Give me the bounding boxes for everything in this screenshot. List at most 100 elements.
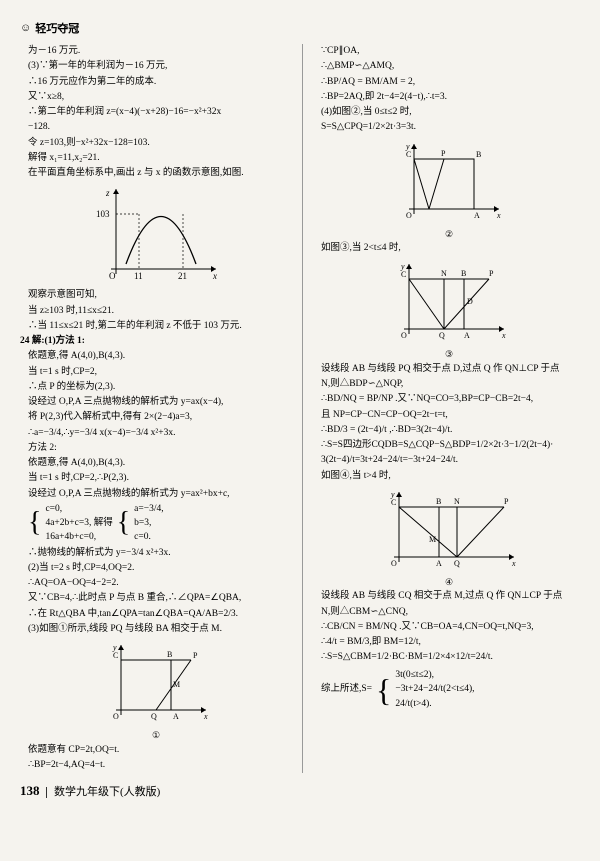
text-line: ∴抛物线的解析式为 y=−3/4 x²+3x. <box>20 546 292 560</box>
text-line: 依题意有 CP=2t,OQ=t. <box>20 743 292 757</box>
svg-text:M: M <box>173 680 180 689</box>
text-line: ∴CB/CN = BM/NQ .又∵CB=OA=4,CN=OQ=t,NQ=3, <box>313 620 585 634</box>
text-line: 如图③,当 2<t≤4 时, <box>313 241 585 255</box>
left-column: 为－16 万元. (3)∵第一年的年利润为－16 万元, ∴16 万元应作为第二… <box>20 44 292 773</box>
text-line: ∴S=S四边形CQDB=S△CQP−S△BDP=1/2×2t·3−1/2(2t−… <box>313 438 585 452</box>
svg-text:O: O <box>406 211 412 220</box>
svg-text:y: y <box>390 490 395 499</box>
svg-text:x: x <box>511 559 516 568</box>
chart-label: 103 <box>96 209 110 219</box>
svg-text:N: N <box>441 269 447 278</box>
text-line: 当 z≥103 时,11≤x≤21. <box>20 304 292 318</box>
svg-text:A: A <box>474 211 480 220</box>
svg-text:C: C <box>391 498 396 507</box>
svg-text:P: P <box>441 149 446 158</box>
svg-text:C: C <box>406 150 411 159</box>
svg-text:B: B <box>461 269 466 278</box>
text-line: 为－16 万元. <box>20 44 292 58</box>
svg-text:O: O <box>391 559 397 568</box>
chart-label: 11 <box>134 271 143 281</box>
text-line: ∴第二年的年利润 z=(x−4)(−x+28)−16=−x²+32x <box>20 105 292 119</box>
column-divider <box>302 44 303 773</box>
text-line: ∴BD/NQ = BP/NP .又∵NQ=CO=3,BP=CP−CB=2t−4, <box>313 392 585 406</box>
svg-text:Q: Q <box>439 331 445 340</box>
brand-name: 轻巧夺冠 <box>35 20 79 36</box>
svg-text:Q: Q <box>454 559 460 568</box>
svg-text:A: A <box>464 331 470 340</box>
page-footer: 138 数学九年级下(人教版) <box>20 783 585 799</box>
diagram-4: C B N P O A Q M x y <box>379 487 519 572</box>
text-line: 依题意,得 A(4,0),B(4,3). <box>20 349 292 363</box>
text-line: (2)当 t=2 s 时,CP=4,OQ=2. <box>20 561 292 575</box>
svg-text:O: O <box>109 271 116 281</box>
text-line: (3)如图①所示,线段 PQ 与线段 BA 相交于点 M. <box>20 622 292 636</box>
text-line: ∴S=S△CBM=1/2·BC·BM=1/2×4×12/t=24/t. <box>313 650 585 664</box>
svg-text:D: D <box>467 297 473 306</box>
text-line: N,则△CBM∽△CNQ, <box>313 605 585 619</box>
text-line: ∵CP∥OA, <box>313 44 585 58</box>
footer-divider <box>46 787 47 798</box>
text-line: N,则△BDP∽△NQP, <box>313 377 585 391</box>
svg-text:z: z <box>105 188 110 198</box>
diagram-3: C N B P O Q A D x y <box>389 259 509 344</box>
text-line: 设线段 AB 与线段 CQ 相交于点 M,过点 Q 作 QN⊥CP 于点 <box>313 589 585 603</box>
text-line: 令 z=103,则−x²+32x−128=103. <box>20 136 292 150</box>
text-line: 设经过 O,P,A 三点抛物线的解析式为 y=ax(x−4), <box>20 395 292 409</box>
equation-system: { c=0, 4a+2b+c=3, 解得 16a+4b+c=0, { a=−3/… <box>20 502 292 545</box>
text-line: 在平面直角坐标系中,画出 z 与 x 的函数示意图,如图. <box>20 166 292 180</box>
diagram-2: C P B O A x y <box>394 139 504 224</box>
svg-text:x: x <box>501 331 506 340</box>
text-line: ∴BD/3 = (2t−4)/t ,∴BD=3(2t−4)/t. <box>313 423 585 437</box>
svg-text:y: y <box>400 262 405 271</box>
text-line: 解得 x₁=11,x₂=21. <box>20 151 292 165</box>
text-line: ∴在 Rt△QBA 中,tan∠QPA=tan∠QBA=QA/AB=2/3. <box>20 607 292 621</box>
brand-icon: ☺ <box>20 22 31 34</box>
svg-text:C: C <box>113 651 118 660</box>
diagram-1: C B P O Q A M x y <box>101 640 211 725</box>
svg-text:B: B <box>167 650 172 659</box>
svg-text:P: P <box>193 651 198 660</box>
text-line: 又∵x≥8, <box>20 90 292 104</box>
svg-text:y: y <box>112 643 117 652</box>
chart-label: 21 <box>178 271 187 281</box>
text-line: 方法 2: <box>20 441 292 455</box>
right-column: ∵CP∥OA, ∴△BMP∽△AMQ, ∴BP/AQ = BM/AM = 2, … <box>313 44 585 773</box>
text-line: 将 P(2,3)代入解析式中,得有 2×(2−4)a=3, <box>20 410 292 424</box>
svg-text:x: x <box>212 271 217 281</box>
text-line: ∴BP=2t−4,AQ=4−t. <box>20 758 292 772</box>
svg-text:y: y <box>405 142 410 151</box>
text-line: 当 t=1 s 时,CP=2,∴P(2,3). <box>20 471 292 485</box>
chart-label: ① <box>20 729 292 743</box>
text-line: ∴16 万元应作为第二年的成本. <box>20 75 292 89</box>
svg-text:O: O <box>401 331 407 340</box>
svg-text:C: C <box>401 270 406 279</box>
text-line: 综上所述,S= { 3t(0≤t≤2), −3t+24−24/t(2<t≤4),… <box>313 666 585 714</box>
text-line: −128. <box>20 120 292 134</box>
text-line: ∴BP=2AQ,即 2t−4=2(4−t),∴t=3. <box>313 90 585 104</box>
chart-label: ② <box>313 228 585 242</box>
chart-label: ③ <box>313 348 585 362</box>
page-header: ☺ 轻巧夺冠 <box>20 20 585 36</box>
text-line: ∴4/t = BM/3,即 BM=12/t, <box>313 635 585 649</box>
svg-text:N: N <box>454 497 460 506</box>
text-line: 当 t=1 s 时,CP=2, <box>20 365 292 379</box>
footer-title: 数学九年级下(人教版) <box>54 786 160 798</box>
svg-text:x: x <box>203 712 208 721</box>
text-line: 设线段 AB 与线段 PQ 相交于点 D,过点 Q 作 QN⊥CP 于点 <box>313 362 585 376</box>
svg-text:M: M <box>429 535 436 544</box>
text-line: ∴a=−3/4,∴y=−3/4 x(x−4)=−3/4 x²+3x. <box>20 426 292 440</box>
text-line: (3)∵第一年的年利润为－16 万元, <box>20 59 292 73</box>
svg-text:Q: Q <box>151 712 157 721</box>
question-label: 24 解:(1)方法 1: <box>20 334 292 348</box>
text-line: ∴AQ=OA−OQ=4−2=2. <box>20 576 292 590</box>
text-line: 又∵CB=4,∴此时点 P 与点 B 重合,∴∠QPA=∠QBA, <box>20 591 292 605</box>
text-line: ∴当 11≤x≤21 时,第二年的年利润 z 不低于 103 万元. <box>20 319 292 333</box>
svg-text:P: P <box>504 497 509 506</box>
page-container: ☺ 轻巧夺冠 为－16 万元. (3)∵第一年的年利润为－16 万元, ∴16 … <box>0 0 600 809</box>
text-line: S=S△CPQ=1/2×2t·3=3t. <box>313 120 585 134</box>
text-line: 设经过 O,P,A 三点抛物线的解析式为 y=ax²+bx+c, <box>20 487 292 501</box>
text-line: 且 NP=CP−CN=CP−OQ=2t−t=t, <box>313 408 585 422</box>
text-line: ∴点 P 的坐标为(2,3). <box>20 380 292 394</box>
content-columns: 为－16 万元. (3)∵第一年的年利润为－16 万元, ∴16 万元应作为第二… <box>20 44 585 773</box>
text-line: 依题意,得 A(4,0),B(4,3). <box>20 456 292 470</box>
